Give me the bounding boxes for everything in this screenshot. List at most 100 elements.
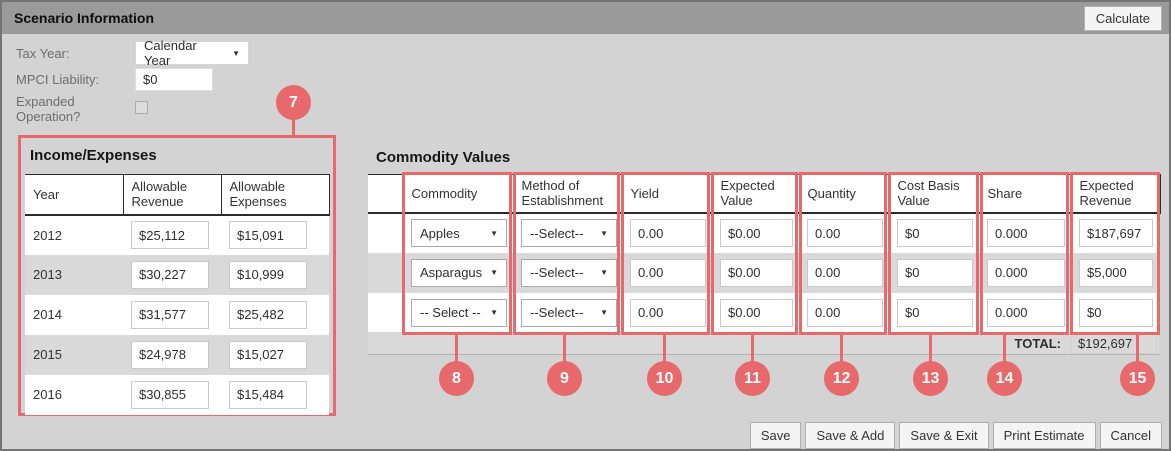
commodity-values-title: Commodity Values <box>376 149 511 166</box>
allowable-expenses-input[interactable] <box>229 300 307 329</box>
allowable-revenue-input[interactable] <box>131 221 209 249</box>
dropdown-value: Apples <box>420 225 460 241</box>
cost-basis-input[interactable] <box>897 298 973 327</box>
year-value: 2012 <box>33 227 62 243</box>
chevron-down-icon: ▼ <box>232 48 240 58</box>
allowable-revenue-input[interactable] <box>131 340 209 369</box>
save-and-exit-button[interactable]: Save & Exit <box>899 422 989 449</box>
dropdown-value: Asparagus <box>420 265 483 280</box>
share-input[interactable] <box>987 219 1065 247</box>
income-expenses-title: Income/Expenses <box>30 147 157 164</box>
calculate-button[interactable]: Calculate <box>1083 6 1162 31</box>
chevron-down-icon: ▼ <box>600 308 608 317</box>
cost-basis-input[interactable] <box>897 258 973 287</box>
income-col-allowable-revenue: Allowable Revenue <box>123 174 222 216</box>
commodity-col-expected-revenue: Expected Revenue <box>1072 174 1161 214</box>
action-button-row: Save Save & Add Save & Exit Print Estima… <box>749 422 1162 449</box>
allowable-expenses-input[interactable] <box>229 380 307 409</box>
allowable-expenses-input[interactable] <box>229 340 307 369</box>
annotation-badge-12: 12 <box>824 361 859 396</box>
cost-basis-input[interactable] <box>897 219 973 247</box>
expanded-operation-checkbox[interactable] <box>135 101 148 114</box>
tax-year-value: Calendar Year <box>144 38 197 68</box>
annotation-badge-14: 14 <box>987 361 1022 396</box>
table-row: 2016 <box>25 374 329 415</box>
year-value: 2013 <box>33 267 62 282</box>
cancel-button[interactable]: Cancel <box>1099 422 1162 449</box>
share-input[interactable] <box>987 258 1065 287</box>
quantity-input[interactable] <box>807 219 883 247</box>
dropdown-value: --Select-- <box>530 265 584 280</box>
row-handle-cell <box>368 213 404 253</box>
chevron-down-icon: ▼ <box>490 268 498 277</box>
table-row: 2012 <box>25 214 329 255</box>
expected-value-input[interactable] <box>720 298 793 327</box>
method-select[interactable]: --Select-- ▼ <box>521 298 617 327</box>
income-expenses-table: Year Allowable Revenue Allowable Expense… <box>25 174 330 415</box>
print-estimate-button[interactable]: Print Estimate <box>992 422 1096 449</box>
allowable-expenses-input[interactable] <box>229 221 307 249</box>
expected-revenue-input[interactable] <box>1079 219 1153 247</box>
year-value: 2016 <box>33 387 62 402</box>
save-and-add-button[interactable]: Save & Add <box>805 422 896 449</box>
quantity-input[interactable] <box>807 258 883 287</box>
chevron-down-icon: ▼ <box>600 228 608 238</box>
allowable-revenue-input[interactable] <box>131 260 209 289</box>
commodity-select[interactable]: Apples ▼ <box>411 219 507 247</box>
income-expenses-annotation-box: Income/Expenses Year Allowable Revenue A… <box>18 135 336 416</box>
year-value: 2015 <box>33 347 62 362</box>
commodity-col-quantity: Quantity <box>800 174 891 214</box>
table-row: -- Select -- ▼ --Select-- ▼ <box>368 292 1160 333</box>
commodity-col-blank <box>368 174 405 214</box>
dropdown-value: --Select-- <box>530 225 584 241</box>
row-handle-cell <box>368 253 404 293</box>
annotation-badge-8: 8 <box>439 361 474 396</box>
table-row: 2014 <box>25 294 329 335</box>
tax-year-label: Tax Year: <box>16 46 70 61</box>
dropdown-value: --Select-- <box>530 305 584 320</box>
chevron-down-icon: ▼ <box>490 308 498 317</box>
total-row: TOTAL: $192,697 <box>368 332 1160 355</box>
annotation-badge-13: 13 <box>913 361 948 396</box>
chevron-down-icon: ▼ <box>600 268 608 277</box>
commodity-values-table: Commodity Method of Establishment Yield … <box>368 174 1161 333</box>
allowable-expenses-input[interactable] <box>229 260 307 289</box>
total-label: TOTAL: <box>1014 335 1061 351</box>
row-handle-cell <box>368 293 404 333</box>
title-bar: Scenario Information Calculate <box>2 2 1169 34</box>
table-row: 2015 <box>25 334 329 375</box>
method-select[interactable]: --Select-- ▼ <box>521 258 617 287</box>
commodity-col-yield: Yield <box>623 174 714 214</box>
commodity-select[interactable]: Asparagus ▼ <box>411 258 507 287</box>
annotation-badge-15: 15 <box>1120 361 1155 396</box>
page-title: Scenario Information <box>14 10 155 26</box>
yield-input[interactable] <box>630 219 706 247</box>
commodity-col-commodity: Commodity <box>404 174 515 214</box>
yield-input[interactable] <box>630 298 706 327</box>
mpci-liability-label: MPCI Liability: <box>16 72 100 87</box>
save-button[interactable]: Save <box>749 422 802 449</box>
share-input[interactable] <box>987 298 1065 327</box>
tax-year-select[interactable]: Calendar Year ▼ <box>135 38 249 68</box>
income-header-row: Year Allowable Revenue Allowable Expense… <box>25 174 330 216</box>
annotation-badge-7: 7 <box>276 85 311 120</box>
expanded-operation-label: Expanded Operation? <box>16 94 81 124</box>
method-select[interactable]: --Select-- ▼ <box>521 219 617 247</box>
expected-value-input[interactable] <box>720 219 793 247</box>
allowable-revenue-input[interactable] <box>131 380 209 409</box>
yield-input[interactable] <box>630 258 706 287</box>
mpci-liability-input[interactable] <box>135 68 213 91</box>
allowable-revenue-input[interactable] <box>131 300 209 329</box>
expected-value-input[interactable] <box>720 258 793 287</box>
expected-revenue-input[interactable] <box>1079 258 1153 287</box>
quantity-input[interactable] <box>807 298 883 327</box>
commodity-col-expected-value: Expected Value <box>713 174 801 214</box>
annotation-badge-9: 9 <box>547 361 582 396</box>
commodity-col-share: Share <box>980 174 1073 214</box>
expected-revenue-input[interactable] <box>1079 298 1153 327</box>
table-row: 2013 <box>25 254 329 295</box>
commodity-select[interactable]: -- Select -- ▼ <box>411 298 507 327</box>
dropdown-value: -- Select -- <box>420 305 481 320</box>
table-row: Apples ▼ --Select-- ▼ <box>368 212 1160 253</box>
